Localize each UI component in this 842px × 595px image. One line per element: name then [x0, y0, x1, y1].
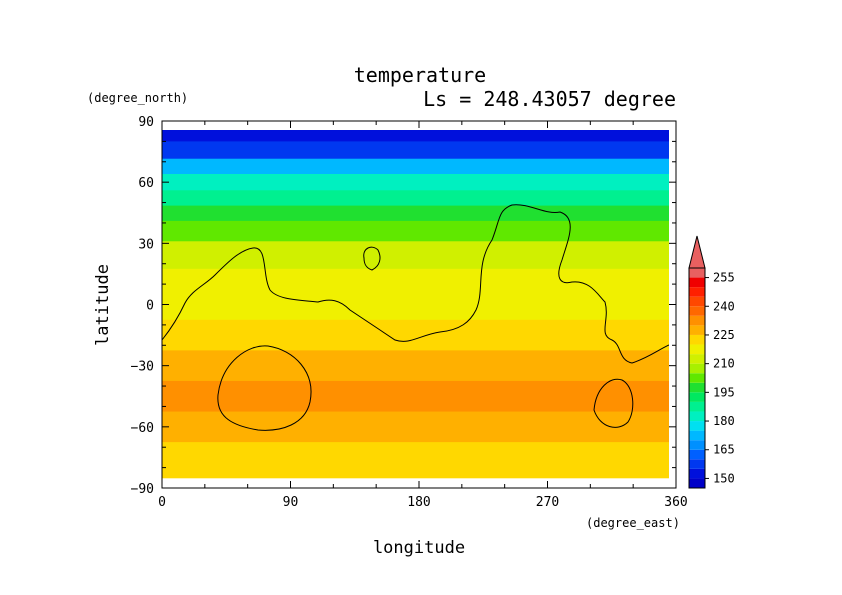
temperature-band [162, 174, 669, 191]
temperature-band [162, 442, 669, 469]
temperature-band [162, 268, 669, 295]
colorbar-swatch [689, 459, 705, 469]
temperature-band [162, 319, 669, 351]
colorbar-swatch [689, 373, 705, 383]
colorbar-swatch [689, 382, 705, 393]
colorbar-swatch [689, 421, 705, 431]
temperature-band [162, 220, 669, 242]
y-tick-label: −60 [131, 421, 154, 436]
y-tick-label: 0 [146, 299, 154, 314]
colorbar-label: 165 [713, 443, 735, 457]
colorbar-label: 240 [713, 299, 735, 313]
colorbar-swatch [689, 325, 705, 335]
chart-subtitle: Ls = 248.43057 degree [423, 87, 676, 111]
contour-line-east-oval [593, 378, 634, 428]
temperature-band [162, 141, 669, 160]
colorbar-swatch [689, 287, 705, 297]
temperature-band [162, 205, 669, 222]
colorbar-swatch [689, 411, 705, 422]
colorbar-swatch [689, 363, 705, 374]
y-units-label: (degree_north) [87, 91, 188, 105]
y-tick-label: 90 [138, 115, 154, 130]
contour-lines [162, 204, 669, 431]
colorbar-label: 150 [713, 471, 735, 485]
temperature-field [162, 130, 669, 479]
colorbar-swatch [689, 277, 705, 288]
colorbar-swatch [689, 430, 705, 441]
temperature-band [162, 130, 669, 142]
colorbar-label: 180 [713, 414, 735, 428]
colorbar-label: 225 [713, 328, 735, 342]
colorbar-label: 210 [713, 357, 735, 371]
colorbar-swatch [689, 401, 705, 412]
colorbar-swatch [689, 344, 705, 355]
x-tick-label: 270 [536, 495, 559, 510]
x-axis-label: longitude [373, 538, 465, 558]
colorbar-frame [688, 267, 706, 489]
temperature-band [162, 350, 669, 382]
temperature-band [162, 411, 669, 443]
colorbar-label: 255 [713, 271, 735, 285]
colorbar-swatch [689, 449, 705, 460]
x-tick-label: 0 [158, 495, 166, 510]
temperature-band [162, 294, 669, 321]
temperature-band [162, 241, 669, 270]
temperature-band [162, 380, 669, 413]
x-tick-label: 360 [664, 495, 687, 510]
colorbar-swatch [689, 296, 705, 307]
y-tick-label: 60 [138, 176, 154, 191]
colorbar-swatch [689, 354, 705, 364]
colorbar-swatch [689, 334, 705, 345]
temperature-band [162, 467, 669, 479]
colorbar-label: 195 [713, 385, 735, 399]
temperature-band [162, 158, 669, 175]
colorbar: 255 240 225 210 195 180 165 150 [688, 235, 735, 489]
y-tick-label: −90 [131, 482, 154, 497]
colorbar-swatch [689, 440, 705, 450]
x-tick-label: 90 [283, 495, 299, 510]
colorbar-extend-arrow [688, 235, 706, 269]
x-units-label: (degree_east) [586, 516, 680, 530]
y-tick-label: 30 [138, 237, 154, 252]
y-axis-label: latitude [93, 264, 113, 346]
axis-ticks: 0 90 180 270 360 90 60 30 0 −30 −60 −90 [131, 115, 688, 510]
colorbar-swatch [689, 468, 705, 479]
contour-line-equatorial [162, 204, 669, 364]
colorbar-swatch [689, 392, 705, 402]
chart-title: temperature [354, 63, 486, 87]
x-tick-label: 180 [407, 495, 430, 510]
contour-line-west-oval [217, 345, 312, 431]
colorbar-swatch [689, 306, 705, 316]
y-tick-label: −30 [131, 360, 154, 375]
temperature-band [162, 190, 669, 207]
contour-line-small-loop [363, 246, 381, 271]
colorbar-swatch [689, 478, 705, 488]
colorbar-swatch [689, 315, 705, 326]
colorbar-swatch [689, 268, 705, 278]
